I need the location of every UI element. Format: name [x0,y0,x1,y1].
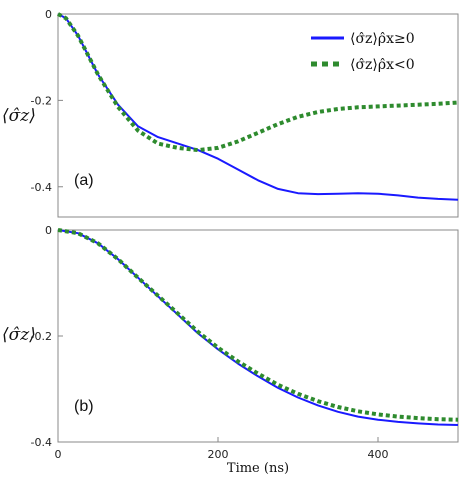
x-tick-label: 200 [208,448,229,461]
x-tick-label: 0 [55,448,62,461]
panel-b-label: (b) [74,398,94,415]
panel-a-label: (a) [74,172,94,189]
panel-a: 0 -0.2 -0.4 (a) ⟨σ̂z⟩ ⟨σ̂z⟩ρ̂x≥0 ⟨σ̂z⟩ρ̂x<… [2,8,459,218]
panel-a-ylabel: ⟨σ̂z⟩ [2,106,36,126]
panel-a-y-ticks: 0 -0.2 -0.4 [31,8,63,194]
panel-b-y-tick-label: -0.2 [31,330,52,343]
panel-b-series [57,228,459,426]
x-axis-title: Time (ns) [227,461,289,476]
legend-label-series-1: ⟨σ̂z⟩ρ̂x≥0 [350,31,415,47]
panel-a-y-tick-label: 0 [45,8,52,21]
panel-b-ylabel: ⟨σ̂z⟩ [2,325,36,345]
legend-label-series-2: ⟨σ̂z⟩ρ̂x<0 [350,57,415,73]
panel-b-series-line-2 [57,228,459,422]
x-tick-label: 400 [368,448,389,461]
panel-b-y-tick-label: -0.4 [31,436,52,449]
panel-b-x-ticks: 0 200 400 [55,437,389,461]
panel-b-frame [57,229,459,443]
panel-b-y-tick-label: 0 [45,224,52,237]
panel-a-series [57,12,459,201]
panel-a-frame [57,13,459,218]
panel-b: 0 -0.2 -0.4 0 200 400 (b) ⟨σ̂z⟩ Time (ns) [2,224,459,476]
panel-b-series-line-1 [57,229,459,426]
panel-a-series-line-2 [57,12,459,153]
legend: ⟨σ̂z⟩ρ̂x≥0 ⟨σ̂z⟩ρ̂x<0 [311,31,415,73]
panel-a-y-tick-label: -0.2 [31,94,52,107]
panel-a-y-tick-label: -0.4 [31,181,52,194]
